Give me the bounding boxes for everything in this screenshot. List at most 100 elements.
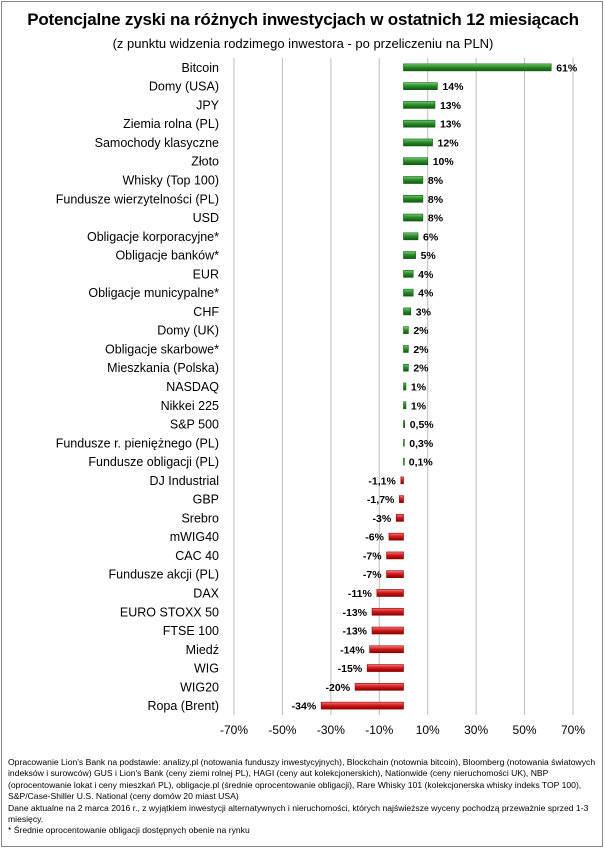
category-label: Fundusze obligacji (PL) bbox=[88, 455, 219, 469]
data-label: -6% bbox=[365, 532, 384, 544]
grid-lines bbox=[233, 58, 574, 715]
category-label: Obligacje municypalne* bbox=[88, 286, 219, 300]
data-label: -1,7% bbox=[367, 494, 395, 506]
bar bbox=[399, 495, 404, 503]
category-label: Srebro bbox=[181, 511, 219, 525]
data-label: 8% bbox=[428, 194, 444, 206]
bar bbox=[403, 363, 409, 372]
data-label: 14% bbox=[442, 81, 464, 93]
data-label: 8% bbox=[428, 213, 444, 225]
data-label: -34% bbox=[292, 701, 317, 713]
bar bbox=[395, 514, 404, 522]
category-label: EURO STOXX 50 bbox=[120, 605, 219, 619]
category-label: Złoto bbox=[191, 155, 219, 169]
bar bbox=[403, 157, 429, 166]
category-label: Domy (UK) bbox=[157, 324, 219, 338]
footnote: Opracowanie Lion's Bank na podstawie: an… bbox=[8, 757, 600, 837]
bar bbox=[403, 307, 412, 316]
footnote-asterisk-note: * Średnie oprocentowanie obligacji dostę… bbox=[8, 825, 250, 836]
category-label: WIG20 bbox=[180, 680, 219, 694]
x-tick-label: 30% bbox=[464, 723, 488, 737]
bar-chart: Bitcoin Domy (USA) JPY Ziemia rolna (PL) Sam… bbox=[56, 58, 585, 737]
data-label: 10% bbox=[433, 156, 455, 168]
category-label: Obligacje skarbowe* bbox=[105, 342, 219, 356]
bar bbox=[371, 607, 404, 616]
bar bbox=[354, 683, 404, 691]
x-tick-label: -70% bbox=[220, 723, 248, 737]
category-label: Fundusze wierzytelności (PL) bbox=[56, 192, 219, 206]
data-label: -13% bbox=[343, 607, 368, 619]
bar bbox=[403, 420, 406, 428]
data-label: 0,1% bbox=[409, 457, 434, 469]
data-label: 4% bbox=[418, 269, 434, 281]
x-tick-label: -10% bbox=[365, 723, 393, 737]
data-label: -13% bbox=[343, 626, 368, 638]
data-label: -3% bbox=[373, 513, 392, 525]
bar bbox=[400, 476, 404, 485]
bar bbox=[371, 626, 404, 635]
category-label: Obligacje banków* bbox=[115, 249, 219, 263]
footnote-date-note: Dane aktualne na 2 marca 2016 r., z wyją… bbox=[8, 802, 589, 825]
bar bbox=[403, 82, 438, 90]
category-label: Mieszkania (Polska) bbox=[107, 361, 219, 375]
data-label: 0,3% bbox=[409, 438, 434, 450]
category-label: CAC 40 bbox=[175, 549, 219, 563]
bar bbox=[403, 232, 419, 241]
x-tick-label: 10% bbox=[416, 723, 440, 737]
data-label: 3% bbox=[416, 306, 432, 318]
bar bbox=[403, 288, 414, 297]
bar bbox=[403, 382, 407, 391]
category-label: Whisky (Top 100) bbox=[122, 174, 219, 188]
data-label: 61% bbox=[556, 62, 578, 74]
bar bbox=[369, 645, 404, 654]
x-tick-label: 50% bbox=[513, 723, 537, 737]
category-label: Nikkei 225 bbox=[161, 399, 219, 413]
category-label: WIG bbox=[194, 662, 219, 676]
x-tick-label: -50% bbox=[268, 723, 296, 737]
category-label: GBP bbox=[193, 493, 219, 507]
category-label: Bitcoin bbox=[181, 61, 219, 75]
category-label: Obligacje korporacyjne* bbox=[87, 230, 219, 244]
data-label: 13% bbox=[440, 100, 462, 112]
bar bbox=[403, 251, 416, 259]
data-label: -1,1% bbox=[368, 475, 396, 487]
data-labels: 61% 14% 13% 13% 12% 10% 8% 8% 8% 6% 5% 4% 4% 3% 2% 2% 2%… bbox=[292, 62, 578, 712]
bar bbox=[386, 570, 404, 579]
data-label: 6% bbox=[423, 231, 439, 243]
data-label: -15% bbox=[338, 663, 363, 675]
bars bbox=[320, 63, 552, 710]
bar bbox=[403, 101, 436, 109]
bar bbox=[403, 345, 409, 353]
data-label: 1% bbox=[411, 400, 427, 412]
data-label: 13% bbox=[440, 119, 462, 131]
bar bbox=[376, 589, 404, 597]
bar bbox=[403, 270, 414, 278]
data-label: 2% bbox=[413, 363, 429, 375]
data-label: -11% bbox=[348, 588, 373, 600]
chart-subtitle: (z punktu widzenia rodzimego inwestora -… bbox=[112, 36, 494, 51]
data-label: 8% bbox=[428, 175, 444, 187]
bar bbox=[386, 551, 404, 560]
category-label: JPY bbox=[196, 98, 220, 112]
x-tick-label: 70% bbox=[561, 723, 585, 737]
bar bbox=[403, 176, 424, 184]
data-label: 1% bbox=[411, 382, 427, 394]
category-label: Fundusze r. pieniężnego (PL) bbox=[56, 436, 219, 450]
chart-title: Potencjalne zyski na różnych inwestycjac… bbox=[27, 10, 579, 29]
bar bbox=[388, 532, 404, 541]
category-label: DJ Industrial bbox=[150, 474, 219, 488]
category-label: Miedź bbox=[186, 643, 219, 657]
category-label: DAX bbox=[193, 586, 219, 600]
bar bbox=[403, 138, 433, 147]
category-label: Fundusze akcji (PL) bbox=[109, 568, 219, 582]
bar bbox=[366, 664, 404, 672]
category-label: CHF bbox=[193, 305, 219, 319]
data-label: 5% bbox=[421, 250, 437, 262]
data-label: -7% bbox=[363, 569, 382, 581]
bar bbox=[320, 701, 404, 710]
category-label: mWIG40 bbox=[170, 530, 219, 544]
bar bbox=[403, 194, 424, 203]
data-label: 12% bbox=[438, 137, 460, 149]
data-label: -14% bbox=[340, 644, 365, 656]
